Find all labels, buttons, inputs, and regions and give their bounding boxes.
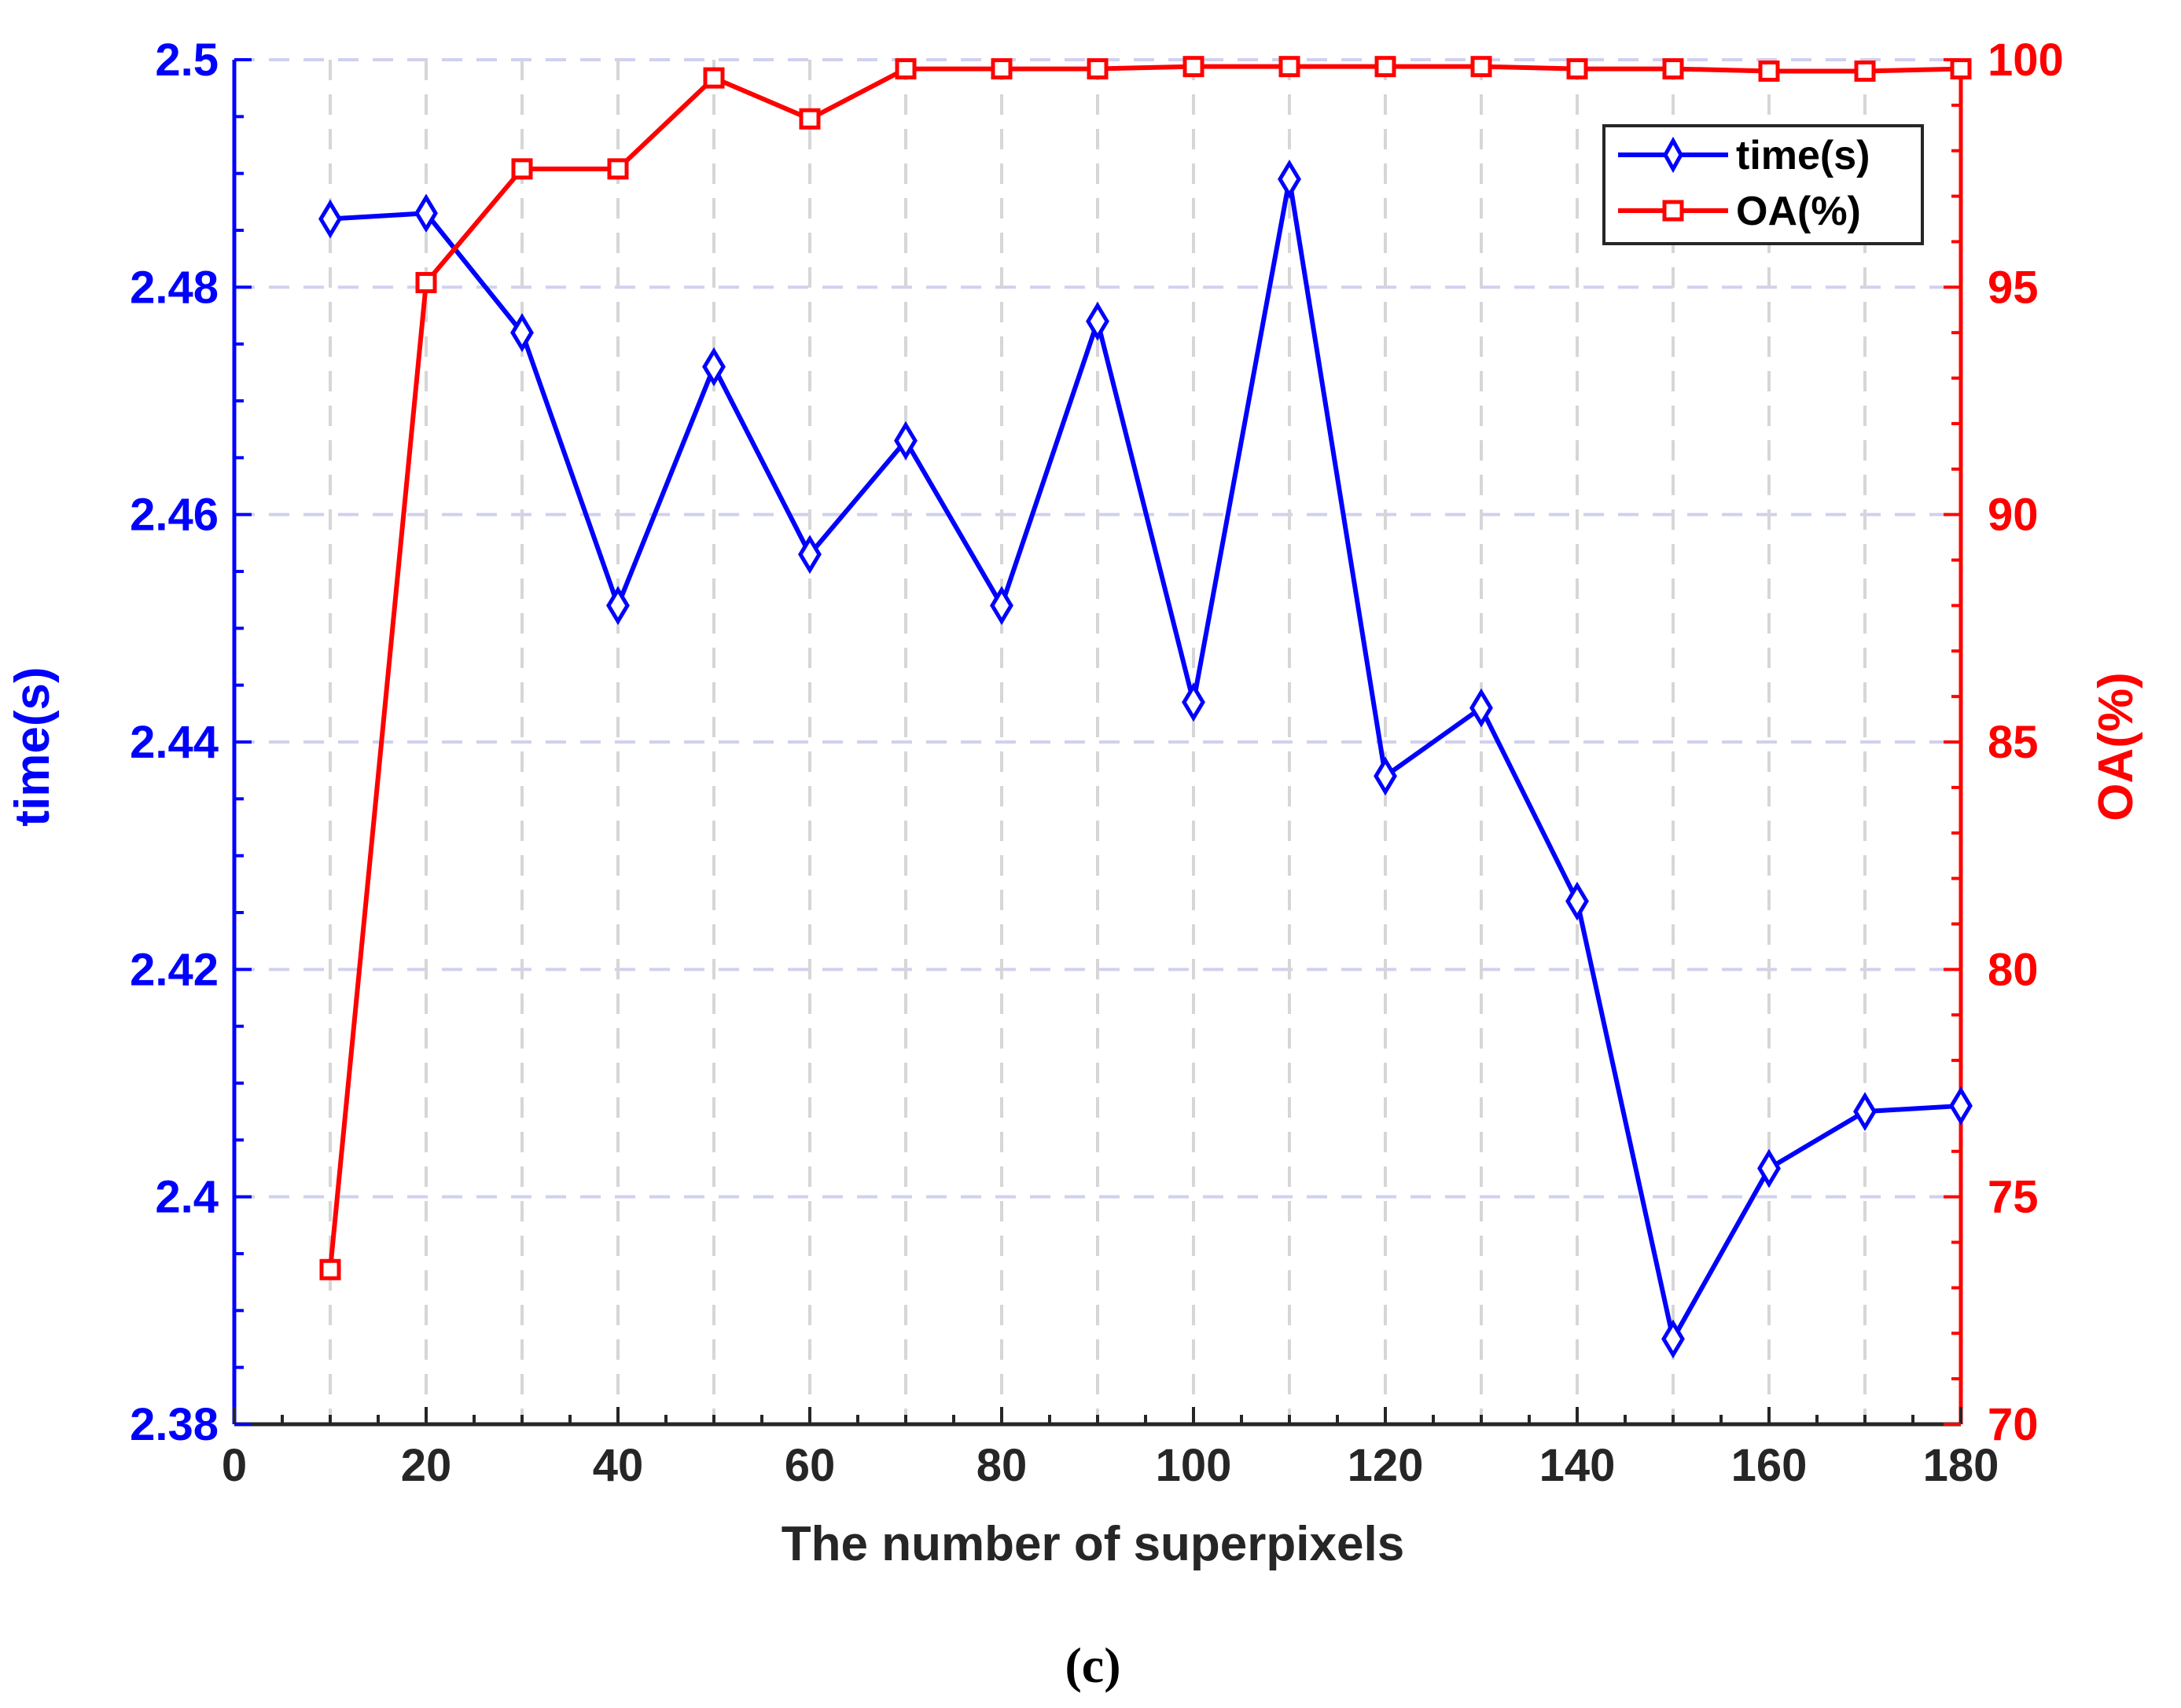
- y-right-tick-label: 70: [1988, 1399, 2039, 1450]
- data-point-oa: [1470, 56, 1492, 78]
- x-tick-label: 0: [222, 1440, 247, 1491]
- y-left-tick-label: 2.5: [155, 35, 219, 86]
- legend-oa-label: OA(%): [1736, 189, 1861, 234]
- legend-oa-marker: [1662, 200, 1684, 222]
- x-tick-label: 160: [1731, 1440, 1808, 1491]
- data-point-time: [702, 347, 726, 387]
- data-point-time: [1853, 1092, 1877, 1132]
- data-point-oa: [1950, 58, 1972, 80]
- data-point-time: [1757, 1148, 1781, 1188]
- data-point-time: [606, 586, 630, 626]
- x-tick-label: 120: [1348, 1440, 1424, 1491]
- y-right-axis-title: OA(%): [2089, 672, 2143, 821]
- y-left-tick-label: 2.46: [130, 490, 219, 541]
- y-right-tick-label: 85: [1988, 717, 2039, 768]
- x-tick-label: 180: [1923, 1440, 1999, 1491]
- y-right-tick-label: 90: [1988, 490, 2039, 541]
- data-point-oa: [1278, 56, 1300, 78]
- data-point-oa: [703, 67, 725, 89]
- tick-labels: 0 20 40 60 80 100 120 140 160 180 2.38 2.4 2.42 2.44 2…: [130, 35, 2064, 1491]
- data-point-oa: [895, 58, 917, 80]
- legend-box: [1602, 124, 1924, 245]
- series-line-time: [329, 176, 1962, 1342]
- data-point-time: [414, 193, 438, 233]
- data-point-time: [318, 199, 342, 239]
- data-point-oa: [1182, 56, 1205, 78]
- legend-time-marker: [1663, 136, 1683, 174]
- data-point-oa: [607, 158, 629, 180]
- data-point-oa: [1374, 56, 1396, 78]
- data-point-time: [1182, 682, 1205, 722]
- x-tick-label: 40: [593, 1440, 644, 1491]
- legend-time-label: time(s): [1736, 133, 1870, 178]
- data-point-time: [990, 586, 1013, 626]
- data-point-time: [1086, 301, 1109, 341]
- data-point-time: [510, 313, 534, 353]
- y-left-axis-title: time(s): [6, 667, 60, 826]
- data-point-oa: [1087, 58, 1109, 80]
- x-axis-title: The number of superpixels: [782, 1517, 1404, 1571]
- series-layer: [318, 56, 1973, 1359]
- series-line-oa: [328, 64, 1962, 1270]
- x-tick-label: 100: [1156, 1440, 1232, 1491]
- y-right-tick-label: 75: [1988, 1172, 2039, 1223]
- data-point-time: [1949, 1086, 1973, 1126]
- data-point-oa: [1854, 60, 1876, 82]
- data-point-time: [1469, 688, 1493, 728]
- y-left-tick-label: 2.48: [130, 262, 219, 313]
- y-left-tick-label: 2.4: [155, 1172, 219, 1223]
- data-point-time: [1278, 160, 1301, 199]
- y-left-tick-label: 2.38: [130, 1399, 219, 1450]
- data-point-oa: [799, 108, 821, 130]
- y-right-tick-label: 95: [1988, 262, 2039, 313]
- data-point-time: [894, 421, 918, 461]
- x-tick-label: 60: [785, 1440, 836, 1491]
- legend: time(s) OA(%): [1602, 124, 1924, 245]
- y-right-tick-label: 100: [1988, 35, 2064, 86]
- data-point-oa: [1758, 60, 1780, 82]
- data-point-oa: [415, 272, 437, 294]
- data-point-oa: [511, 158, 533, 180]
- figure-caption: (c): [1065, 1637, 1120, 1693]
- y-left-tick-label: 2.42: [130, 944, 219, 995]
- data-point-oa: [319, 1258, 341, 1280]
- y-left-tick-label: 2.44: [130, 717, 219, 768]
- data-point-time: [1565, 881, 1589, 921]
- grid-lines: [234, 58, 1961, 1426]
- x-tick-label: 20: [401, 1440, 452, 1491]
- y-right-tick-label: 80: [1988, 944, 2039, 995]
- data-point-time: [1374, 756, 1397, 796]
- data-point-oa: [1662, 58, 1684, 80]
- tick-marks: [233, 58, 1962, 1426]
- data-point-time: [798, 534, 822, 575]
- data-point-oa: [991, 58, 1013, 80]
- data-point-oa: [1566, 58, 1588, 80]
- x-tick-label: 140: [1539, 1440, 1616, 1491]
- data-point-time: [1661, 1319, 1685, 1359]
- x-tick-label: 80: [976, 1440, 1028, 1491]
